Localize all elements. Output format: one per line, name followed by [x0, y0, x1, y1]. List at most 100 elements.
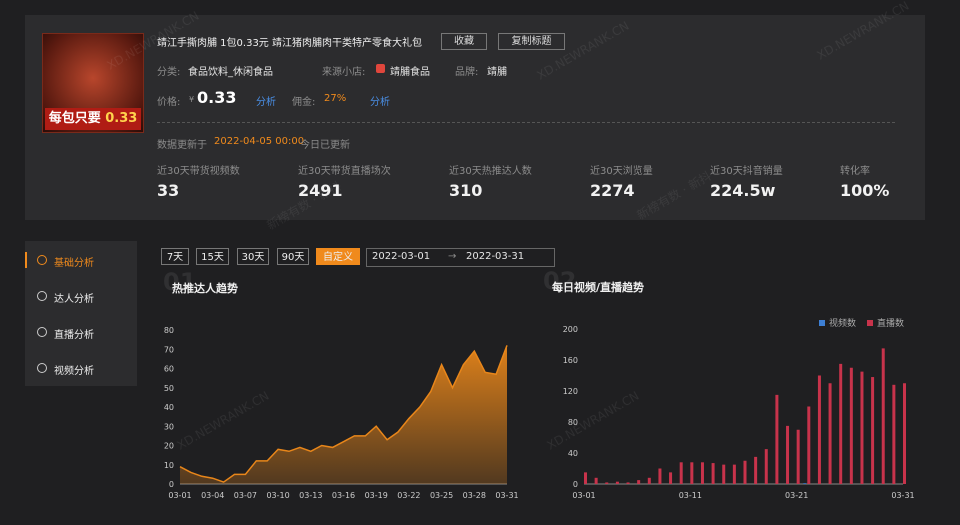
brand-label: 品牌:: [455, 67, 479, 78]
store[interactable]: 靖脯食品: [390, 67, 430, 78]
y-tick-label: 70: [164, 345, 174, 354]
bar: [754, 456, 758, 484]
bar: [626, 482, 630, 484]
bar: [871, 377, 875, 484]
sidebar-item[interactable]: 基础分析: [54, 258, 94, 269]
y-tick-label: 50: [164, 384, 174, 393]
x-tick-label: 03-31: [891, 491, 914, 500]
legend-label: 视频数: [829, 317, 856, 329]
date-separator: →: [448, 251, 457, 262]
y-tick-label: 80: [568, 418, 578, 427]
favorite-button[interactable]: 收藏: [441, 33, 487, 50]
y-tick-label: 60: [164, 365, 174, 374]
date-picker[interactable]: [366, 248, 555, 267]
watermark: XD.NEWRANK.CN: [105, 9, 202, 73]
y-tick-label: 10: [164, 461, 174, 470]
bar: [860, 371, 864, 484]
copy-title-button[interactable]: 复制标题: [498, 33, 565, 50]
sidebar-item[interactable]: 视频分析: [54, 366, 94, 377]
bar: [711, 463, 715, 484]
x-tick-label: 03-11: [679, 491, 702, 500]
bar: [615, 481, 619, 484]
bar: [743, 460, 747, 484]
date-end[interactable]: 2022-03-31: [466, 251, 525, 262]
stat-value: 2491: [298, 181, 343, 200]
price: 0.33: [197, 88, 237, 107]
range-button[interactable]: 15天: [196, 248, 229, 265]
bar: [700, 462, 704, 484]
product-image: 每包只要 0.33: [42, 33, 144, 133]
sidebar-item[interactable]: 直播分析: [54, 330, 94, 341]
area: [180, 345, 507, 484]
y-tick-label: 40: [164, 403, 174, 412]
sidebar-item[interactable]: 达人分析: [54, 294, 94, 305]
bar: [605, 482, 609, 484]
watermark: XD.NEWRANK.CN: [815, 0, 912, 63]
chart-title: 每日视频/直播趋势: [552, 280, 644, 294]
x-tick-label: 03-25: [430, 491, 453, 500]
range-button[interactable]: 30天: [237, 248, 269, 265]
date-start[interactable]: 2022-03-01: [372, 251, 431, 262]
image-caption: 每包只要: [48, 111, 101, 126]
watermark: 新榜有数 · 新抖: [264, 178, 344, 233]
watermark: 新榜有数 · 新抖: [634, 168, 714, 223]
stat-label: 近30天热推达人数: [449, 166, 532, 177]
bar: [647, 477, 651, 484]
stat-value: 33: [157, 181, 180, 200]
stat-value: 100%: [840, 181, 890, 200]
bar: [775, 394, 779, 484]
bar: [764, 449, 768, 484]
x-tick-label: 03-04: [201, 491, 224, 500]
y-tick-label: 80: [164, 326, 174, 335]
bar: [828, 383, 832, 484]
stat-label: 近30天浏览量: [590, 166, 653, 177]
x-tick-label: 03-13: [299, 491, 322, 500]
chart-title: 热推达人趋势: [172, 281, 238, 295]
bar: [807, 406, 811, 484]
bar: [903, 383, 906, 484]
x-tick-label: 03-07: [234, 491, 257, 500]
store-label: 来源小店:: [322, 67, 366, 78]
analyze-link[interactable]: 分析: [256, 97, 276, 108]
button-label: 收藏: [454, 36, 474, 47]
sidebar: [25, 241, 137, 386]
bar: [881, 348, 885, 484]
y-tick-label: 200: [563, 325, 578, 334]
store-icon: [376, 64, 385, 73]
y-tick-label: 30: [164, 422, 174, 431]
watermark: XD.NEWRANK.CN: [175, 389, 272, 453]
stat-label: 近30天抖音销量: [710, 166, 783, 177]
brand: 靖脯: [487, 67, 507, 78]
update-label: 数据更新于: [157, 140, 207, 151]
bar: [892, 384, 896, 484]
product-title: 靖江手撕肉脯 1包0.33元 靖江猪肉脯肉干类特产零食大礼包: [157, 38, 422, 49]
stat-label: 转化率: [840, 166, 870, 177]
sidebar-icon: [37, 291, 47, 301]
bar: [637, 480, 641, 484]
sidebar-icon: [37, 255, 47, 265]
range-button[interactable]: 自定义: [316, 248, 360, 265]
y-tick-label: 0: [169, 480, 174, 489]
button-label: 复制标题: [511, 36, 552, 47]
x-tick-label: 03-10: [266, 491, 289, 500]
x-tick-label: 03-01: [572, 491, 595, 500]
bar: [796, 429, 800, 484]
bar: [690, 462, 694, 484]
bar: [849, 367, 853, 484]
bar: [817, 375, 821, 484]
range-button[interactable]: 7天: [161, 248, 189, 265]
range-button[interactable]: 90天: [277, 248, 309, 265]
stat-value: 2274: [590, 181, 635, 200]
x-tick-label: 03-28: [463, 491, 486, 500]
update-status: 今日已更新: [300, 140, 350, 151]
stat-value: 224.5w: [710, 181, 776, 200]
image-caption-bar: 每包只要 0.33: [45, 108, 141, 130]
analyze-link[interactable]: 分析: [370, 97, 390, 108]
bar: [679, 462, 683, 484]
stat-label: 近30天带货视频数: [157, 166, 240, 177]
legend-label: 直播数: [877, 317, 904, 329]
bar: [584, 472, 587, 484]
stat-label: 近30天带货直播场次: [298, 166, 391, 177]
